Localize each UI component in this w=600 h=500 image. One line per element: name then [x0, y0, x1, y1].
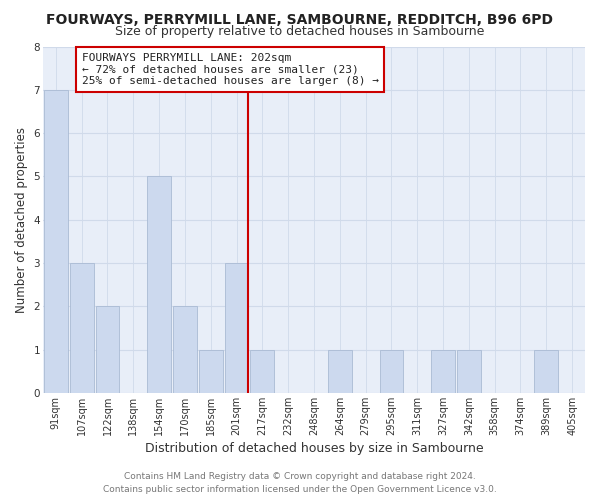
Text: Size of property relative to detached houses in Sambourne: Size of property relative to detached ho… [115, 25, 485, 38]
Text: FOURWAYS PERRYMILL LANE: 202sqm
← 72% of detached houses are smaller (23)
25% of: FOURWAYS PERRYMILL LANE: 202sqm ← 72% of… [82, 53, 379, 86]
Bar [380, 350, 403, 393]
X-axis label: Distribution of detached houses by size in Sambourne: Distribution of detached houses by size … [145, 442, 483, 455]
Bar [173, 306, 197, 393]
Y-axis label: Number of detached properties: Number of detached properties [15, 126, 28, 312]
Bar [250, 350, 274, 393]
Bar [44, 90, 68, 393]
Text: Contains HM Land Registry data © Crown copyright and database right 2024.
Contai: Contains HM Land Registry data © Crown c… [103, 472, 497, 494]
Bar [199, 350, 223, 393]
Bar [535, 350, 558, 393]
Bar [95, 306, 119, 393]
Bar [328, 350, 352, 393]
Bar [457, 350, 481, 393]
Bar [224, 263, 248, 393]
Text: FOURWAYS, PERRYMILL LANE, SAMBOURNE, REDDITCH, B96 6PD: FOURWAYS, PERRYMILL LANE, SAMBOURNE, RED… [47, 12, 554, 26]
Bar [70, 263, 94, 393]
Bar [431, 350, 455, 393]
Bar [147, 176, 171, 393]
